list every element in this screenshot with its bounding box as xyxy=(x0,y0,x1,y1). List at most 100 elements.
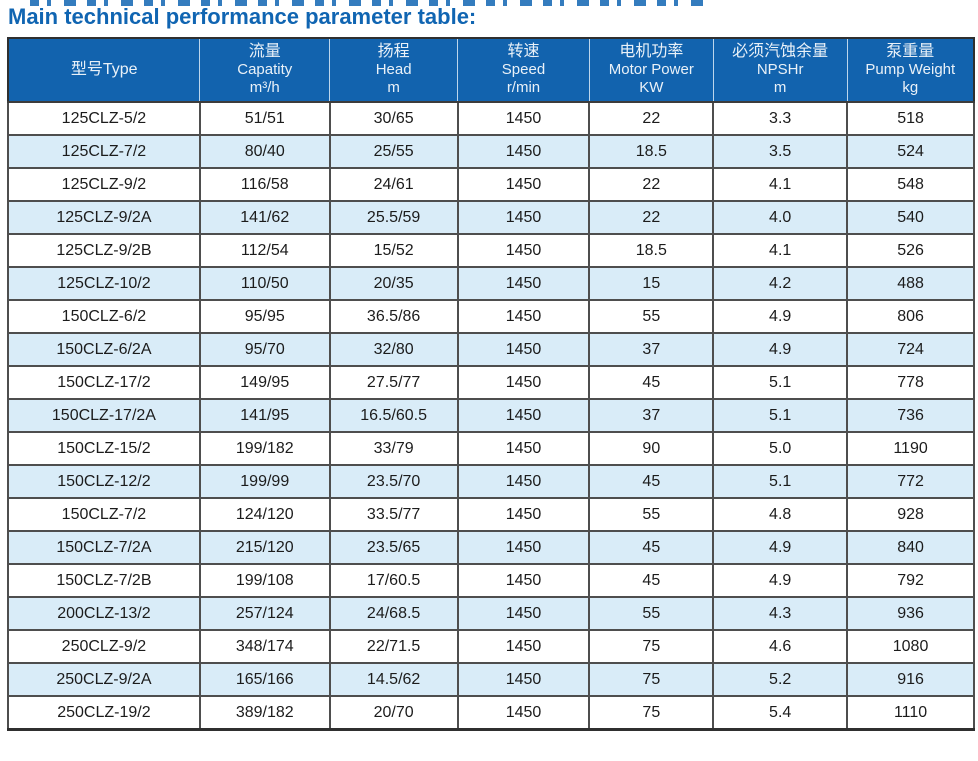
cell-speed: 1450 xyxy=(456,497,591,532)
col-header-capacity-line: Capatity xyxy=(237,61,293,78)
cell-capacity: 199/99 xyxy=(198,464,331,499)
cell-motor-power: 45 xyxy=(588,464,715,499)
table-row: 125CLZ-7/2 80/40 25/55 1450 18.5 3.5 524 xyxy=(7,134,975,169)
cell-motor-power: 22 xyxy=(588,167,715,202)
cell-motor-power: 75 xyxy=(588,695,715,731)
col-header-motor-power-line: 电机功率 xyxy=(619,43,684,60)
cell-head: 24/68.5 xyxy=(328,596,459,631)
cell-type: 150CLZ-7/2B xyxy=(7,563,201,598)
cell-npshr: 4.1 xyxy=(712,167,849,202)
col-header-npshr-line: NPSHr xyxy=(756,61,804,78)
cell-speed: 1450 xyxy=(456,563,591,598)
cell-type: 125CLZ-9/2A xyxy=(7,200,201,235)
cell-npshr: 5.1 xyxy=(712,464,849,499)
col-header-motor-power: 电机功率 Motor Power KW xyxy=(588,38,714,103)
cell-pump-weight: 518 xyxy=(846,101,975,136)
cell-type: 150CLZ-17/2 xyxy=(7,365,201,400)
cell-speed: 1450 xyxy=(456,233,591,268)
table-body: 125CLZ-5/2 51/51 30/65 1450 22 3.3 518 125CLZ-7… xyxy=(7,101,975,731)
col-header-head-line: 扬程 xyxy=(377,43,410,60)
cell-pump-weight: 488 xyxy=(846,266,975,301)
cell-capacity: 112/54 xyxy=(198,233,331,268)
cell-capacity: 199/182 xyxy=(198,431,331,466)
cell-head: 23.5/65 xyxy=(328,530,459,565)
table-row: 150CLZ-7/2 124/120 33.5/77 1450 55 4.8 928 xyxy=(7,497,975,532)
col-header-motor-power-line: KW xyxy=(639,79,664,96)
cell-type: 250CLZ-9/2 xyxy=(7,629,201,664)
col-header-npshr-line: 必须汽蚀余量 xyxy=(732,43,829,60)
cell-pump-weight: 772 xyxy=(846,464,975,499)
cell-npshr: 4.6 xyxy=(712,629,849,664)
cell-pump-weight: 526 xyxy=(846,233,975,268)
cell-pump-weight: 840 xyxy=(846,530,975,565)
cell-pump-weight: 936 xyxy=(846,596,975,631)
col-header-npshr-line: m xyxy=(773,79,787,96)
table-row: 200CLZ-13/2 257/124 24/68.5 1450 55 4.3 936 xyxy=(7,596,975,631)
table-row: 150CLZ-7/2A 215/120 23.5/65 1450 45 4.9 840 xyxy=(7,530,975,565)
table-row: 150CLZ-17/2 149/95 27.5/77 1450 45 5.1 778 xyxy=(7,365,975,400)
cell-motor-power: 37 xyxy=(588,398,715,433)
cell-npshr: 4.1 xyxy=(712,233,849,268)
cell-npshr: 4.0 xyxy=(712,200,849,235)
cell-head: 15/52 xyxy=(328,233,459,268)
cell-head: 24/61 xyxy=(328,167,459,202)
cell-npshr: 4.3 xyxy=(712,596,849,631)
cell-head: 33/79 xyxy=(328,431,459,466)
cell-type: 125CLZ-9/2 xyxy=(7,167,201,202)
cell-capacity: 165/166 xyxy=(198,662,331,697)
cell-capacity: 199/108 xyxy=(198,563,331,598)
cell-npshr: 4.9 xyxy=(712,299,849,334)
cell-capacity: 257/124 xyxy=(198,596,331,631)
cell-type: 150CLZ-6/2A xyxy=(7,332,201,367)
cell-pump-weight: 778 xyxy=(846,365,975,400)
cell-capacity: 95/70 xyxy=(198,332,331,367)
table-row: 150CLZ-6/2A 95/70 32/80 1450 37 4.9 724 xyxy=(7,332,975,367)
cell-capacity: 389/182 xyxy=(198,695,331,731)
cell-speed: 1450 xyxy=(456,629,591,664)
cell-speed: 1450 xyxy=(456,200,591,235)
cell-capacity: 348/174 xyxy=(198,629,331,664)
cell-pump-weight: 1080 xyxy=(846,629,975,664)
cell-npshr: 5.4 xyxy=(712,695,849,731)
cell-npshr: 3.5 xyxy=(712,134,849,169)
cell-speed: 1450 xyxy=(456,101,591,136)
table-row: 125CLZ-9/2A 141/62 25.5/59 1450 22 4.0 540 xyxy=(7,200,975,235)
cell-type: 125CLZ-10/2 xyxy=(7,266,201,301)
cell-head: 16.5/60.5 xyxy=(328,398,459,433)
cell-pump-weight: 1190 xyxy=(846,431,975,466)
cell-type: 150CLZ-12/2 xyxy=(7,464,201,499)
table-row: 250CLZ-9/2A 165/166 14.5/62 1450 75 5.2 916 xyxy=(7,662,975,697)
cell-npshr: 5.1 xyxy=(712,398,849,433)
cell-type: 150CLZ-7/2 xyxy=(7,497,201,532)
col-header-pump-weight-line: 泵重量 xyxy=(886,43,935,60)
cell-motor-power: 45 xyxy=(588,563,715,598)
cell-speed: 1450 xyxy=(456,167,591,202)
col-header-head-line: Head xyxy=(375,61,412,78)
col-header-pump-weight-line: kg xyxy=(902,79,919,96)
col-header-type: 型号Type xyxy=(8,38,200,103)
cell-head: 14.5/62 xyxy=(328,662,459,697)
cell-pump-weight: 540 xyxy=(846,200,975,235)
col-header-speed-line: Speed xyxy=(501,61,546,78)
cell-npshr: 5.2 xyxy=(712,662,849,697)
cell-head: 33.5/77 xyxy=(328,497,459,532)
cell-motor-power: 18.5 xyxy=(588,134,715,169)
cell-npshr: 4.9 xyxy=(712,530,849,565)
cell-speed: 1450 xyxy=(456,596,591,631)
table-row: 250CLZ-9/2 348/174 22/71.5 1450 75 4.6 1080 xyxy=(7,629,975,664)
cell-capacity: 116/58 xyxy=(198,167,331,202)
cell-capacity: 141/95 xyxy=(198,398,331,433)
cell-type: 150CLZ-15/2 xyxy=(7,431,201,466)
table-header-row: 型号Type 流量 Capatity m³/h 扬程 Head m 转速 Speed r/min 电… xyxy=(8,38,974,103)
cell-npshr: 3.3 xyxy=(712,101,849,136)
table-row: 125CLZ-9/2B 112/54 15/52 1450 18.5 4.1 526 xyxy=(7,233,975,268)
cell-speed: 1450 xyxy=(456,530,591,565)
col-header-pump-weight-line: Pump Weight xyxy=(865,61,956,78)
cell-speed: 1450 xyxy=(456,695,591,731)
cell-type: 200CLZ-13/2 xyxy=(7,596,201,631)
cell-speed: 1450 xyxy=(456,332,591,367)
cell-npshr: 4.8 xyxy=(712,497,849,532)
cell-speed: 1450 xyxy=(456,464,591,499)
cell-motor-power: 45 xyxy=(588,530,715,565)
cell-npshr: 4.9 xyxy=(712,563,849,598)
